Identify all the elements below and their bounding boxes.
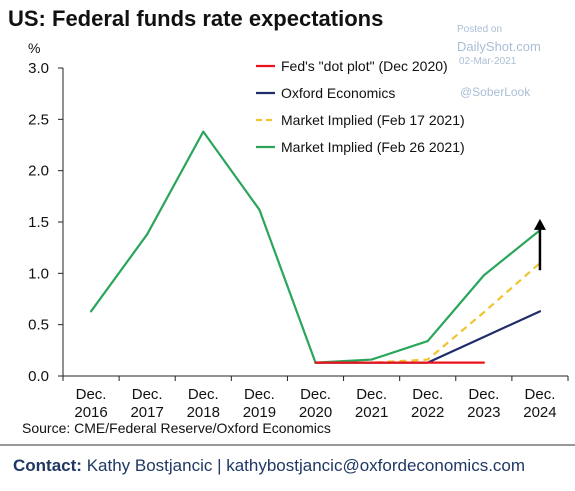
x-tick-label: Dec. [525, 386, 556, 403]
legend-label-1: Oxford Economics [281, 85, 395, 101]
y-tick-label: 0.0 [28, 368, 49, 385]
contact-label: Contact: [13, 456, 82, 475]
x-tick-label: Dec. [412, 386, 443, 403]
x-tick-label: Dec. [132, 386, 163, 403]
series-line-2 [315, 262, 541, 364]
line-chart: 0.00.51.01.52.02.53.0Dec.2016Dec.2017Dec… [28, 58, 569, 421]
x-tick-label: 2023 [467, 404, 500, 421]
x-tick-label: Dec. [188, 386, 219, 403]
x-tick-label: Dec. [468, 386, 499, 403]
x-tick-label: Dec. [300, 386, 331, 403]
x-tick-label: 2016 [74, 404, 107, 421]
y-tick-label: 1.0 [28, 265, 49, 282]
legend-label-0: Fed's "dot plot" (Dec 2020) [281, 58, 448, 74]
x-tick-label: 2018 [187, 404, 220, 421]
watermark-handle: @SoberLook [460, 85, 531, 99]
x-tick-label: 2019 [243, 404, 276, 421]
contact-line: Contact: Kathy Bostjancic | kathybostjan… [13, 456, 525, 476]
x-tick-label: 2021 [355, 404, 388, 421]
y-tick-label: 2.5 [28, 111, 49, 128]
arrow-head [533, 218, 546, 230]
x-tick-label: Dec. [76, 386, 107, 403]
x-tick-label: 2024 [523, 404, 556, 421]
watermark-site: DailyShot.com [457, 39, 541, 54]
y-tick-label: 0.5 [28, 317, 49, 334]
x-tick-label: Dec. [356, 386, 387, 403]
x-tick-label: 2020 [299, 404, 332, 421]
series-line-1 [314, 310, 542, 364]
x-tick-label: 2022 [411, 404, 444, 421]
contact-details: Kathy Bostjancic | kathybostjancic@oxfor… [86, 456, 526, 475]
footer-divider [0, 444, 575, 446]
watermark-posted-on: Posted on [457, 24, 503, 35]
x-tick-label: 2017 [130, 404, 163, 421]
y-axis-unit: % [28, 40, 41, 56]
series-line-3 [89, 130, 542, 364]
legend-label-3: Market Implied (Feb 26 2021) [281, 139, 465, 155]
source-note: Source: CME/Federal Reserve/Oxford Econo… [22, 420, 331, 436]
chart-title: US: Federal funds rate expectations [8, 6, 384, 31]
watermark-date: 02-Mar-2021 [459, 56, 517, 67]
y-tick-label: 1.5 [28, 214, 49, 231]
y-tick-label: 2.0 [28, 163, 49, 180]
legend-label-2: Market Implied (Feb 17 2021) [281, 112, 465, 128]
y-tick-label: 3.0 [28, 60, 49, 77]
x-tick-label: Dec. [244, 386, 275, 403]
